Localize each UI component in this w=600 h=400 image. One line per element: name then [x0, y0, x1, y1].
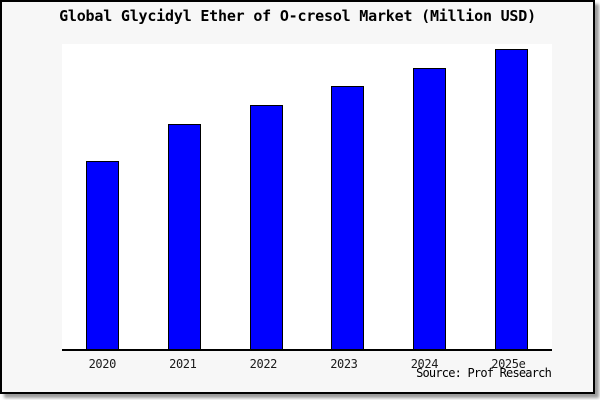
bar-2021 — [167, 124, 201, 349]
x-axis-labels: 2020 2021 2022 2023 2024 2025e — [62, 357, 552, 371]
x-tick-label-2020: 2020 — [88, 357, 117, 371]
x-tick-label-2022: 2022 — [249, 357, 278, 371]
x-tick-label-2024: 2024 — [410, 357, 439, 371]
bar-2025e — [494, 49, 528, 349]
bar-2022 — [249, 105, 283, 349]
x-tick-label-2021: 2021 — [169, 357, 197, 371]
chart-card: Global Glycidyl Ether of O-cresol Market… — [0, 0, 595, 394]
x-tick-label-2023: 2023 — [330, 357, 358, 371]
plot-area — [62, 44, 552, 351]
x-tick-label-2025e: 2025e — [491, 357, 526, 371]
bar-2020 — [86, 161, 120, 349]
bars-container — [62, 44, 552, 349]
bar-2024 — [412, 68, 446, 349]
chart-title: Global Glycidyl Ether of O-cresol Market… — [59, 7, 536, 25]
bar-2023 — [331, 86, 365, 349]
source-caption: Source: Prof Research — [416, 366, 552, 380]
